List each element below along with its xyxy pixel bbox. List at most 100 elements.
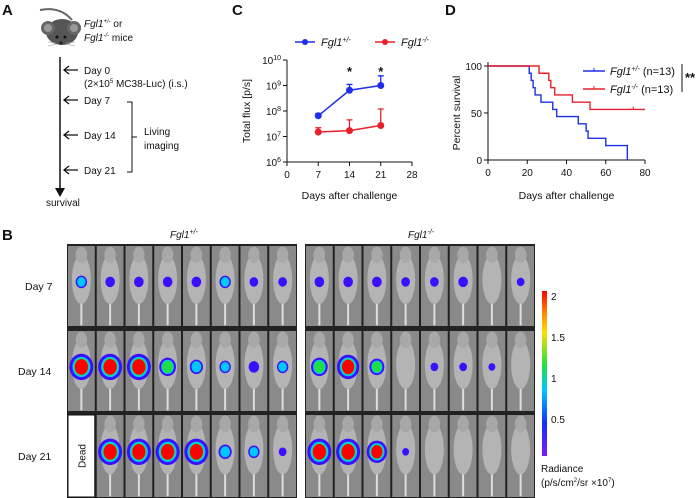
legend-marker	[382, 39, 388, 45]
mouse-image	[392, 246, 419, 326]
imaging-bracket	[127, 101, 137, 173]
mouse-image	[507, 246, 534, 326]
row-label: Day 7	[25, 281, 53, 293]
y-tick-label: 108	[266, 106, 281, 118]
mouse-image	[183, 415, 210, 497]
mouse-image	[68, 331, 95, 411]
mouse-image	[392, 331, 419, 411]
mouse-image	[507, 331, 534, 411]
mouse-image	[421, 331, 448, 411]
mouse-image	[240, 415, 268, 497]
colorbar-tick-label: 0.5	[551, 415, 565, 426]
mouse-image	[269, 246, 296, 326]
panel-label-a: A	[2, 2, 13, 19]
mouse-image	[96, 415, 124, 497]
significance-star: *	[378, 64, 384, 79]
mouse-image	[449, 331, 477, 411]
timeline-arrow-icon	[62, 130, 78, 140]
mouse-icon	[39, 8, 81, 47]
mouse-image	[154, 331, 181, 411]
mouse-image	[507, 415, 534, 497]
y-axis-label: Percent survival	[451, 76, 463, 151]
mouse-image	[363, 246, 391, 326]
mouse-image	[211, 331, 239, 411]
mouse-image	[421, 246, 448, 326]
x-tick-label: 0	[485, 168, 491, 179]
legend-label: Fgl1-/-	[401, 37, 430, 49]
x-tick-label: 28	[406, 170, 418, 181]
mouse-image	[240, 246, 268, 326]
mouse-genotype-line2: Fgl1-/- mice	[84, 33, 133, 44]
legend-label: Fgl1+/- (n=13)	[610, 66, 675, 78]
x-tick-label: 60	[600, 168, 612, 179]
mouse-image	[478, 246, 506, 326]
bracket-label-2: imaging	[144, 141, 179, 152]
mouse-image	[334, 415, 362, 497]
group-label: Fgl1+/-	[170, 229, 198, 241]
mouse-image	[306, 246, 333, 326]
mouse-image	[154, 415, 181, 497]
mouse-image	[306, 331, 333, 411]
mouse-image	[125, 331, 153, 411]
panel-label-b: B	[2, 227, 13, 244]
panel-c: C 106 107 108 109 1010 0 7 14 21 28 Days after cha…	[232, 2, 430, 202]
timeline-arrow-icon	[62, 95, 78, 105]
mouse-image	[96, 246, 124, 326]
x-tick-label: 21	[375, 170, 387, 181]
mouse-image	[125, 415, 153, 497]
mouse-image	[449, 246, 477, 326]
mouse-image	[269, 415, 296, 497]
colorbar	[542, 291, 547, 456]
mouse-image	[183, 331, 210, 411]
mouse-image	[68, 246, 95, 326]
timeline-arrow-icon	[62, 65, 78, 75]
data-point	[314, 112, 322, 120]
mouse-image	[211, 415, 239, 497]
mouse-image	[240, 331, 268, 411]
mouse-image	[363, 415, 391, 497]
timeline-step: Day 0	[84, 66, 111, 77]
mouse-image	[478, 415, 506, 497]
y-tick-label: 109	[266, 81, 281, 93]
imaging-grid: Fgl1+/- Dead Fgl1-/- Day 7 Day 14 Day 21	[18, 229, 535, 498]
panel-label-c: C	[232, 2, 243, 19]
y-tick-label: 100	[465, 62, 482, 73]
panel-label-d: D	[445, 2, 456, 19]
x-tick-label: 14	[344, 170, 356, 181]
colorbar-tick-label: 1	[551, 374, 557, 385]
data-point	[377, 82, 385, 89]
bracket-label-1: Living	[144, 127, 170, 138]
colorbar-tick-label: 1.5	[551, 333, 565, 344]
y-axis-label: Total flux [p/s]	[241, 79, 253, 143]
mouse-image	[154, 246, 181, 326]
timeline-steps: Day 0 Day 7 Day 14 Day 21	[62, 65, 116, 177]
group-label: Fgl1-/-	[408, 229, 435, 241]
mouse-image	[211, 246, 239, 326]
mouse-image	[478, 331, 506, 411]
significance-label: **	[685, 70, 696, 85]
legend-marker	[302, 39, 308, 45]
data-point	[346, 86, 353, 94]
significance-star: *	[347, 64, 353, 79]
x-tick-label: 0	[284, 170, 290, 181]
row-label: Day 21	[18, 451, 51, 463]
timeline-end-label: survival	[46, 198, 80, 209]
survival-chart: 0 50 100 0 20 40 60 80 Days after challenge Perce…	[451, 62, 696, 202]
data-point	[377, 122, 385, 130]
day0-detail: (2×105 MC38-Luc) (i.s.)	[84, 79, 188, 90]
mouse-image	[306, 415, 333, 497]
mouse-image	[334, 246, 362, 326]
mouse-image	[449, 415, 477, 497]
row-label: Day 14	[18, 366, 51, 378]
flux-chart: 106 107 108 109 1010 0 7 14 21 28 Days after chall…	[241, 37, 430, 202]
panel-d: D 0 50 100 0 20 40 60 80 Days after challenge Per…	[445, 2, 696, 202]
colorbar-ticks: 2 1.5 1 0.5	[551, 292, 565, 426]
colorbar-title: Radiance	[541, 464, 584, 475]
y-tick-label: 0	[476, 156, 482, 167]
survival-curve	[488, 65, 645, 111]
x-tick-label: 40	[561, 168, 573, 179]
colorbar-unit: (p/s/cm2/sr ×107)	[541, 478, 615, 489]
y-tick-label: 107	[266, 132, 281, 144]
timeline-arrow-icon	[62, 165, 78, 175]
